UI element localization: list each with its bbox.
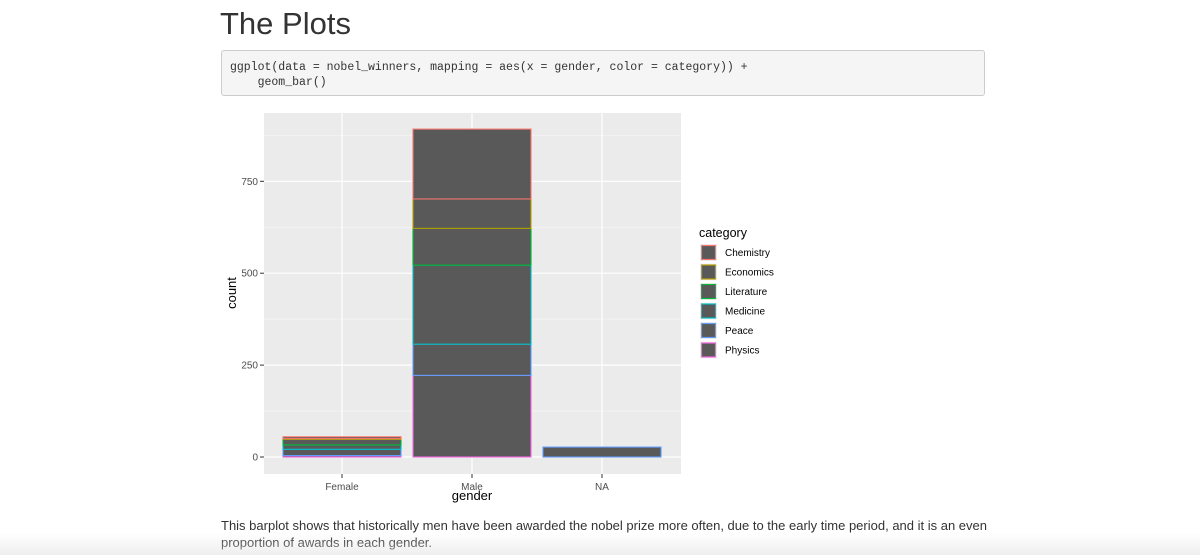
bar-segment [412, 264, 532, 345]
x-axis: Female Male NA [325, 474, 609, 493]
legend-swatch [700, 244, 717, 261]
bar-segment [412, 198, 532, 229]
legend-label: Literature [725, 287, 768, 298]
code-line: ggplot(data = nobel_winners, mapping = a… [230, 61, 748, 74]
legend-title: category [699, 226, 748, 240]
legend-label: Chemistry [725, 248, 770, 259]
y-tick-label: 250 [241, 361, 258, 372]
bar-segment [412, 128, 532, 200]
y-axis-label: count [224, 277, 239, 309]
legend-swatch [700, 342, 717, 358]
x-tick-label: Male [461, 482, 483, 493]
legend-label: Peace [725, 326, 754, 337]
legend-label: Economics [725, 268, 774, 279]
legend-swatch [700, 283, 717, 300]
bar-segment [542, 446, 662, 458]
y-tick-label: 0 [252, 453, 258, 464]
y-tick-label: 750 [241, 177, 258, 188]
x-axis-label: gender [452, 488, 493, 503]
legend-label: Medicine [725, 307, 765, 318]
y-axis: 0 250 500 750 [241, 177, 264, 464]
legend-swatch [700, 322, 717, 339]
bar-segment [282, 448, 402, 457]
page-title: The Plots [220, 6, 351, 41]
code-line: geom_bar() [230, 76, 327, 89]
bar-segment [282, 436, 402, 440]
x-tick-label: NA [595, 482, 609, 493]
bars [282, 128, 662, 458]
y-tick-label: 500 [241, 269, 258, 280]
bar-chart: 0 250 500 750 Female Male NA gender count cat… [224, 113, 774, 503]
caption: This barplot shows that historically men… [221, 518, 987, 550]
bar-segment [412, 343, 532, 376]
legend: category Chemistry Economics Literature Med… [699, 226, 774, 359]
bar-segment [282, 438, 402, 446]
legend-swatch [700, 264, 717, 280]
bar-segment [282, 444, 402, 450]
x-tick-label: Female [325, 482, 359, 493]
code-block: ggplot(data = nobel_winners, mapping = a… [221, 50, 985, 96]
bar-segment [412, 374, 532, 458]
legend-swatch [700, 303, 717, 319]
legend-label: Physics [725, 346, 759, 357]
bar-segment [412, 227, 532, 266]
